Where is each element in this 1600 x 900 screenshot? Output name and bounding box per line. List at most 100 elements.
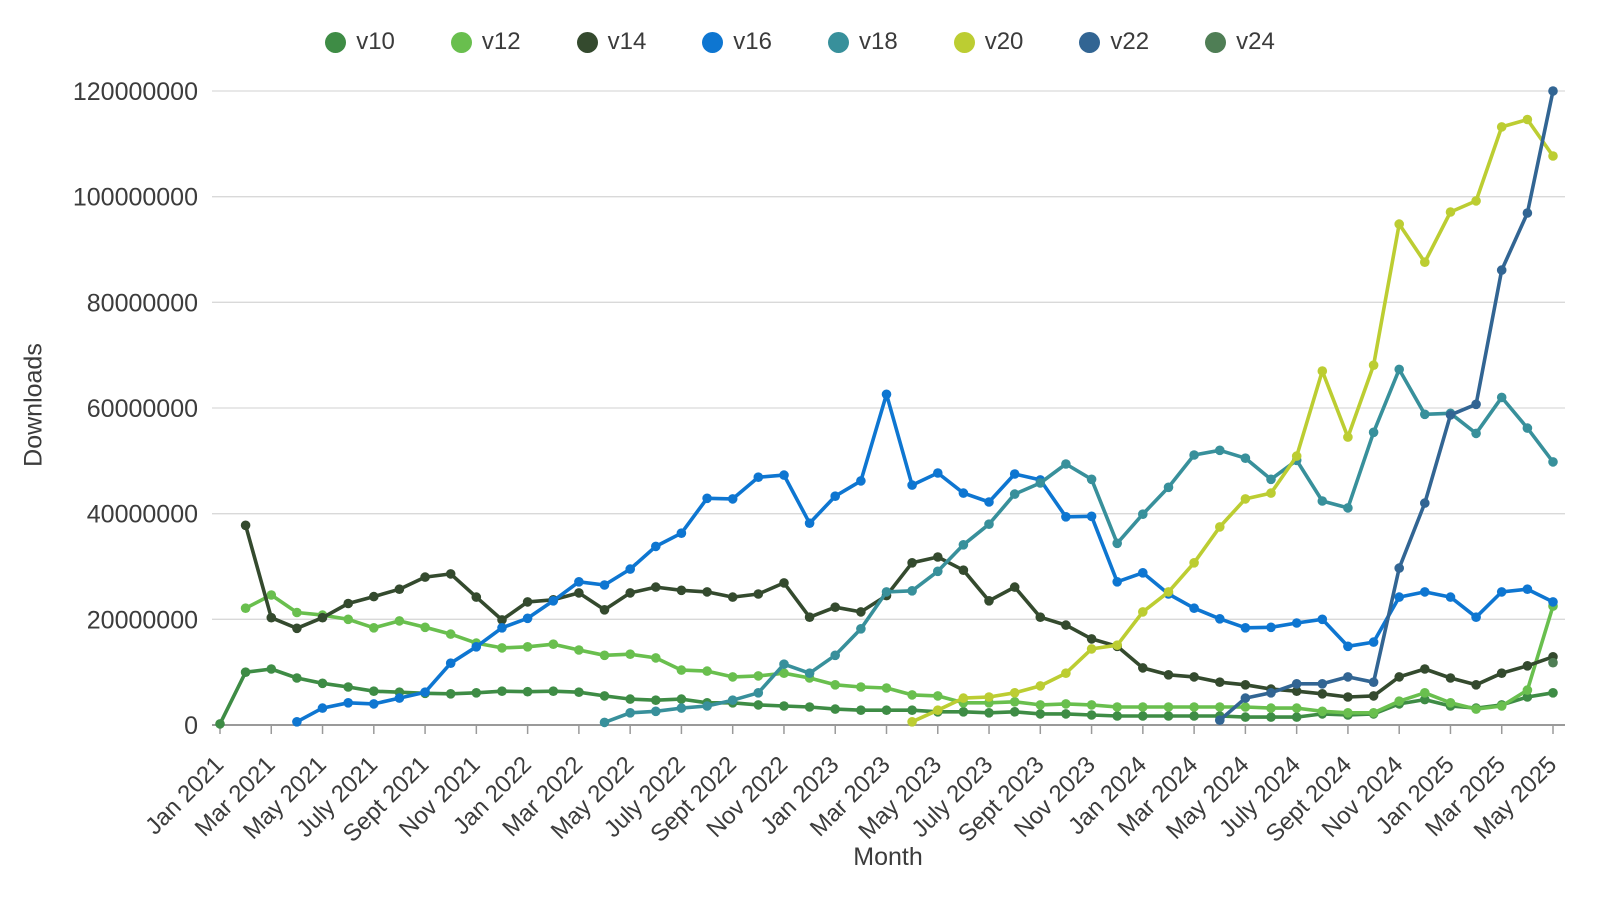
legend-label-v14: v14	[607, 28, 647, 55]
legend-label-v24: v24	[1236, 28, 1275, 55]
y-tick-label: 60000000	[87, 395, 198, 423]
data-point-v12	[1522, 685, 1533, 695]
data-point-v20	[1368, 360, 1379, 371]
legend-dot-v18	[828, 31, 849, 53]
legend-item-v14[interactable]: v14	[576, 28, 647, 55]
data-point-v16	[369, 699, 379, 709]
data-point-v12	[266, 590, 277, 600]
data-point-v20	[933, 705, 943, 715]
data-point-v10	[1163, 711, 1174, 721]
data-point-v14	[599, 605, 610, 615]
legend-item-v22[interactable]: v22	[1079, 30, 1149, 54]
data-point-v12	[1035, 700, 1046, 710]
data-point-v12	[1266, 703, 1276, 713]
data-point-v18	[907, 586, 917, 596]
data-point-v20	[1240, 494, 1251, 504]
data-point-v14	[266, 612, 277, 623]
data-point-v10	[1548, 688, 1558, 698]
legend-dot-v22	[1079, 31, 1101, 53]
data-point-v16	[292, 717, 302, 727]
data-point-v14	[1163, 670, 1174, 680]
data-point-v14	[1086, 634, 1097, 644]
data-point-v12	[1086, 700, 1097, 710]
data-point-v12	[548, 639, 559, 649]
data-point-v20	[1138, 607, 1148, 617]
data-point-v18	[1086, 474, 1097, 485]
data-point-v14	[292, 623, 302, 634]
data-point-v10	[625, 694, 635, 704]
data-point-v12	[1471, 704, 1481, 714]
data-point-v18	[1189, 450, 1199, 460]
data-point-v16	[1548, 597, 1558, 607]
data-point-v20	[1112, 640, 1122, 650]
data-point-v12	[1445, 698, 1456, 708]
data-point-v14	[1291, 686, 1302, 696]
legend-label-v10: v10	[356, 28, 395, 55]
data-point-v14	[1035, 612, 1046, 622]
data-point-v14	[1420, 664, 1430, 674]
data-point-v12	[856, 682, 866, 692]
data-point-v18	[1548, 457, 1558, 467]
data-point-v12	[1420, 688, 1430, 698]
data-point-v12	[445, 629, 456, 639]
data-point-v14	[753, 589, 764, 599]
data-point-v14	[625, 588, 635, 598]
data-point-v16	[1266, 622, 1276, 633]
data-point-v10	[651, 695, 661, 705]
data-point-v18	[1471, 428, 1481, 439]
legend-item-v12[interactable]: v12	[450, 28, 521, 55]
data-point-v12	[1317, 706, 1328, 717]
data-point-v18	[1163, 482, 1174, 493]
y-tick-label: 20000000	[87, 606, 198, 634]
legend-item-v16[interactable]: v16	[702, 30, 772, 54]
data-point-v16	[753, 472, 764, 483]
data-point-v14	[933, 552, 943, 562]
data-point-v12	[676, 665, 687, 675]
data-point-v12	[830, 680, 840, 690]
data-point-v14	[317, 612, 328, 623]
data-point-v18	[1317, 496, 1328, 506]
data-point-v18	[830, 650, 840, 661]
data-point-v10	[266, 664, 277, 674]
data-point-v16	[1009, 469, 1020, 479]
data-point-v18	[1496, 392, 1507, 403]
data-point-v14	[958, 565, 969, 575]
data-point-v14	[1215, 677, 1225, 687]
data-point-v18	[958, 540, 969, 550]
data-point-v14	[984, 596, 994, 606]
data-point-v10	[574, 687, 584, 697]
data-point-v18	[676, 703, 687, 713]
data-point-v18	[1266, 474, 1276, 485]
data-point-v10	[471, 688, 482, 698]
legend-item-v20[interactable]: v20	[953, 30, 1023, 54]
data-point-v10	[292, 673, 302, 683]
data-point-v16	[1522, 584, 1533, 594]
data-point-v18	[651, 706, 661, 717]
data-point-v10	[1009, 707, 1020, 717]
data-point-v14	[779, 578, 789, 588]
legend-item-v24[interactable]: v24	[1205, 30, 1275, 54]
legend-label-v12: v12	[481, 28, 521, 55]
data-point-v12	[753, 671, 764, 681]
legend-item-v18[interactable]: v18	[828, 30, 898, 54]
data-point-v16	[625, 564, 635, 574]
data-point-v22	[1394, 563, 1404, 573]
data-point-v18	[1061, 459, 1071, 469]
data-point-v14	[574, 588, 584, 598]
data-point-v18	[1394, 364, 1404, 375]
legend-item-v10[interactable]: v10	[325, 30, 395, 54]
data-point-v14	[1138, 663, 1148, 673]
data-point-v14	[445, 569, 456, 579]
data-point-v14	[651, 582, 661, 592]
data-point-v10	[676, 694, 687, 704]
data-point-v16	[779, 470, 789, 480]
data-point-v12	[574, 645, 584, 655]
data-point-v16	[343, 698, 354, 708]
data-point-v16	[471, 642, 482, 652]
data-point-v22	[1215, 715, 1225, 725]
data-point-v16	[856, 476, 866, 486]
data-point-v18	[804, 668, 815, 678]
data-point-v18	[1522, 423, 1533, 433]
data-point-v12	[522, 642, 533, 652]
data-point-v18	[933, 566, 943, 577]
